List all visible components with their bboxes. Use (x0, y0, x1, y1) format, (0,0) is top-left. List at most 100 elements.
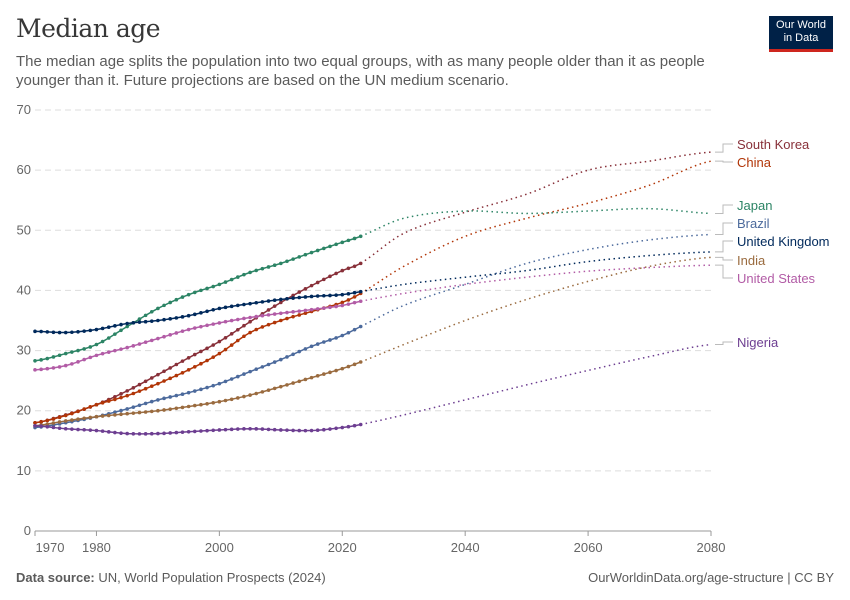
data-point (106, 399, 111, 403)
data-point (205, 428, 209, 433)
series-line-projection (360, 151, 712, 264)
data-point (352, 295, 357, 299)
data-point (162, 303, 166, 308)
data-point (315, 294, 320, 298)
data-point (76, 417, 80, 421)
data-point (272, 312, 277, 316)
data-point (63, 351, 68, 356)
data-point (39, 424, 43, 428)
data-point (156, 318, 160, 323)
series-line-projection (360, 264, 712, 302)
data-point (156, 372, 160, 377)
data-point (45, 422, 50, 426)
data-point (315, 342, 320, 346)
x-tick-label: 2080 (697, 540, 726, 555)
data-point (51, 421, 56, 425)
series-line-projection (360, 233, 712, 328)
data-point (242, 372, 246, 376)
data-point (285, 296, 289, 301)
data-point (106, 325, 111, 329)
data-point (168, 407, 172, 411)
data-point (291, 381, 295, 385)
data-point (57, 420, 62, 424)
data-point (236, 275, 240, 279)
data-point (180, 405, 185, 410)
data-point (217, 339, 222, 344)
data-point (254, 268, 259, 273)
data-point (57, 330, 62, 335)
data-point (309, 344, 314, 349)
data-point (248, 369, 252, 374)
series-line-projection (360, 160, 712, 295)
data-point (358, 299, 363, 304)
data-point (352, 236, 357, 241)
data-point (180, 359, 185, 363)
data-point (303, 428, 308, 433)
data-point (168, 395, 172, 399)
data-point (168, 333, 172, 337)
data-point (186, 429, 191, 434)
data-point (45, 424, 50, 429)
data-point (279, 318, 283, 323)
data-point (315, 307, 320, 311)
data-point (205, 286, 209, 291)
page-title: Median age (16, 14, 161, 43)
label-connector (715, 256, 733, 261)
data-point (352, 423, 357, 428)
data-point (211, 322, 216, 326)
data-point (162, 408, 166, 412)
data-point (70, 362, 74, 366)
data-point (328, 305, 332, 310)
data-point (88, 328, 93, 333)
data-point (174, 373, 179, 378)
source-url[interactable]: OurWorldinData.org/age-structure | CC BY (588, 570, 834, 585)
data-point (334, 293, 338, 297)
data-point (358, 289, 363, 294)
data-point (297, 295, 302, 300)
data-point (88, 345, 93, 349)
x-tick-label: 2020 (328, 540, 357, 555)
data-point (192, 403, 197, 408)
label-connector (715, 204, 733, 214)
data-point (199, 324, 203, 329)
data-point (297, 379, 302, 384)
data-point (346, 302, 351, 306)
data-point (119, 322, 123, 327)
data-point (223, 319, 228, 324)
data-point (328, 370, 332, 375)
data-point (272, 427, 277, 432)
data-point (131, 391, 136, 396)
data-point (272, 304, 277, 308)
data-point (113, 430, 117, 435)
data-point (223, 427, 228, 432)
data-point (279, 297, 283, 302)
data-point (303, 311, 308, 316)
data-point (291, 314, 295, 319)
owid-logo[interactable]: Our World in Data (769, 16, 833, 52)
data-point (248, 319, 252, 324)
data-point (211, 307, 216, 312)
data-point (82, 357, 86, 362)
data-point (334, 426, 338, 431)
data-point (94, 327, 99, 332)
data-point (162, 379, 166, 383)
data-point (199, 311, 203, 315)
data-point (63, 419, 68, 423)
data-point (303, 295, 308, 299)
source-text[interactable]: UN, World Population Prospects (2024) (98, 570, 326, 585)
data-point (39, 420, 43, 424)
data-point (279, 384, 283, 389)
data-point (334, 242, 338, 247)
data-point (303, 287, 308, 291)
data-point (168, 300, 172, 305)
data-point (199, 288, 203, 293)
data-point (223, 336, 228, 340)
data-point (334, 336, 338, 340)
data-point (211, 400, 216, 405)
data-point (266, 313, 271, 317)
source-label: Data source: (16, 570, 95, 585)
data-point (192, 389, 197, 393)
data-point (174, 297, 179, 302)
data-point (45, 356, 50, 361)
